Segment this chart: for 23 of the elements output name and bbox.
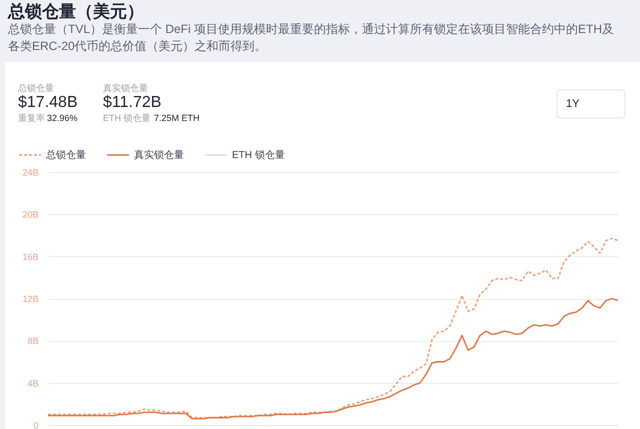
legend-label: 总锁仓量 (45, 149, 86, 161)
y-tick-label: 12B (22, 294, 38, 304)
chart-subtitle: 总锁仓量（TVL）是衡量一个 DeFi 项目使用规模时最重要的指标，通过计算所有锁定在该项目智能合约中的ETH及各类ERC-20代币的总价值（美元）之和而得到。 (7, 22, 614, 53)
y-tick-label: 4B (27, 378, 38, 388)
y-tick-label: 24B (22, 168, 38, 178)
y-tick-label: 16B (22, 252, 38, 262)
text: 32.96% (47, 113, 78, 123)
legend-label: 真实锁仓量 (134, 149, 184, 161)
text: 总锁仓量 (17, 83, 54, 93)
line-series (47, 238, 619, 418)
text: $17.48B (18, 94, 78, 111)
y-tick-label: 0 (33, 420, 38, 429)
line-series (47, 298, 619, 420)
legend-label: ETH 锁仓量 (232, 149, 285, 161)
text: $11.72B (103, 94, 162, 111)
chart-title: 总锁仓量（美元） (7, 2, 144, 21)
text: 真实锁仓量 (103, 83, 148, 93)
text: 7.25M ETH (154, 113, 200, 123)
text: 重复率 (18, 113, 45, 123)
text: ETH 锁仓量 (103, 113, 151, 123)
y-tick-label: 20B (22, 210, 38, 220)
text: 1Y (566, 98, 580, 110)
y-tick-label: 8B (27, 336, 38, 346)
